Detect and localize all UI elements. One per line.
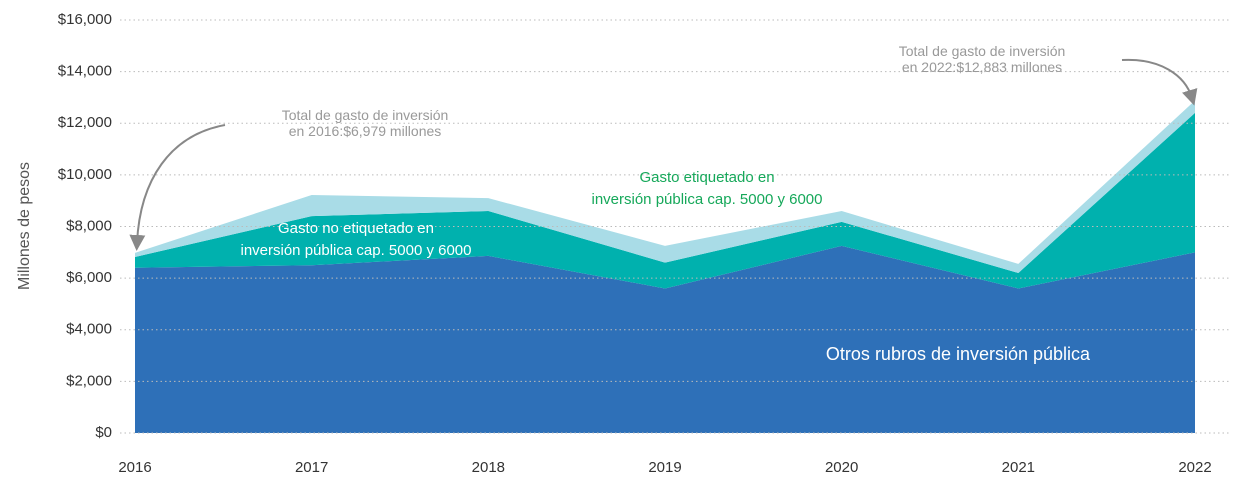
area — [135, 245, 1195, 433]
area-label: Otros rubros de inversión pública — [825, 344, 1091, 364]
y-tick-label: $10,000 — [58, 166, 112, 183]
y-tick-label: $16,000 — [58, 11, 112, 28]
x-tick-label: 2022 — [1178, 459, 1211, 476]
area-label: Gasto etiquetado en inversión pública ca… — [591, 169, 823, 208]
y-axis-label: Millones de pesos — [16, 162, 33, 290]
x-tick-label: 2019 — [648, 459, 681, 476]
y-tick-label: $6,000 — [66, 269, 112, 286]
annotation: Total de gasto de inversión en 2016:$6,9… — [281, 107, 449, 139]
areas — [135, 100, 1195, 433]
y-tick-label: $8,000 — [66, 217, 112, 234]
x-tick-label: 2021 — [1002, 459, 1035, 476]
arrow — [1121, 58, 1198, 106]
y-tick-label: $0 — [95, 424, 112, 441]
x-tick-label: 2017 — [295, 459, 328, 476]
y-tick-label: $4,000 — [66, 321, 112, 338]
area — [135, 112, 1195, 289]
area-label: Gasto no etiquetado en inversión pública… — [240, 220, 472, 259]
y-tick-label: $14,000 — [58, 63, 112, 80]
annotation: Total de gasto de inversión en 2022:$12,… — [898, 43, 1066, 75]
x-tick-label: 2016 — [118, 459, 151, 476]
x-tick-label: 2018 — [472, 459, 505, 476]
y-tick-label: $2,000 — [66, 372, 112, 389]
axes: $0 $2,000 $4,000 $6,000 $8,000 $10,000 $12,000… — [58, 11, 1230, 476]
arrow — [129, 124, 226, 251]
y-tick-label: $12,000 — [58, 114, 112, 131]
x-tick-label: 2020 — [825, 459, 858, 476]
